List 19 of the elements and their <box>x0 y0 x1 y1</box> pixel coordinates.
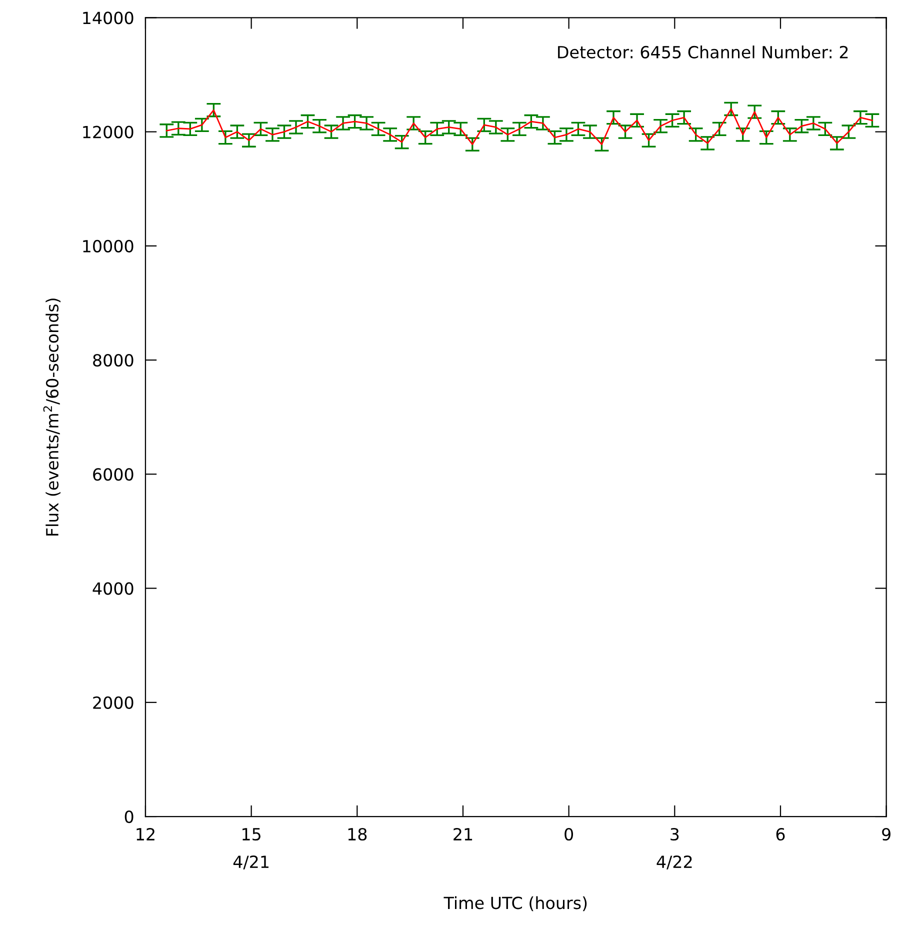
y-tick-label: 4000 <box>92 582 134 595</box>
x-tick-label: 15 4/21 <box>233 828 268 870</box>
y-tick-label: 0 <box>124 810 134 824</box>
x-tick-label: 9 <box>882 828 890 841</box>
x-axis-title: Time UTC (hours) <box>444 896 587 912</box>
x-tick-label: 3 4/22 <box>656 828 692 870</box>
y-tick-label: 6000 <box>93 468 134 481</box>
x-tick-label: 21 <box>454 828 472 840</box>
x-tick-label: 12 <box>136 828 154 840</box>
x-tick-label: 18 <box>348 828 367 841</box>
x-tick-label: 0 <box>564 828 574 841</box>
y-tick-label: 2000 <box>93 696 134 709</box>
x-tick-label: 6 <box>776 828 785 841</box>
y-tick-label: 12000 <box>83 126 134 138</box>
y-tick-label: 14000 <box>83 12 134 24</box>
y-tick-label: 8000 <box>93 354 134 367</box>
y-tick-label: 10000 <box>83 240 134 252</box>
y-axis-title: Flux (events/m$^{2}$/60-seconds) <box>43 298 61 536</box>
annotation: Detector: 6455 Channel Number: 2 <box>558 46 848 58</box>
